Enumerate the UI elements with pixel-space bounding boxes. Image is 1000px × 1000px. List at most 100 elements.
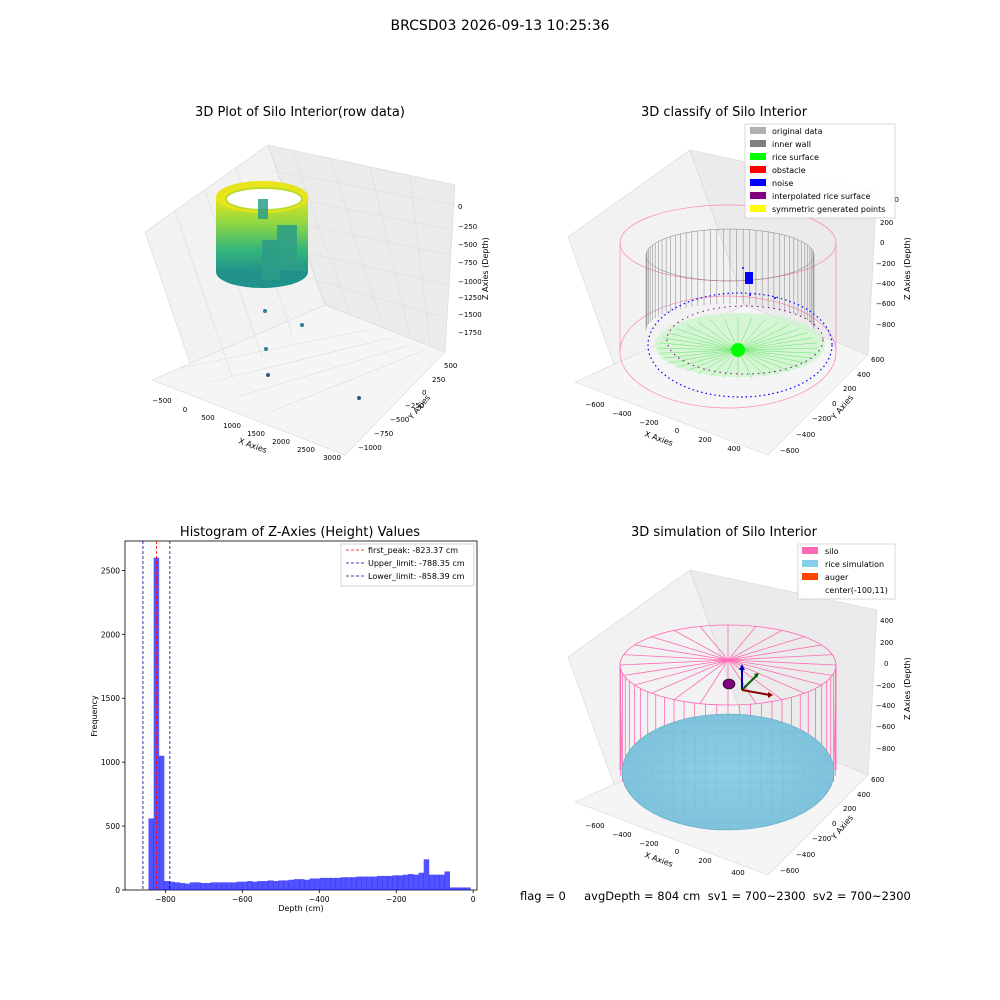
hist-bar — [376, 875, 383, 890]
hist-bar — [164, 881, 170, 890]
svg-text:−600: −600 — [780, 447, 799, 455]
hist-bar — [148, 818, 154, 890]
hist-y-tick-label: 1000 — [101, 758, 120, 767]
classify-interpolated-ring — [666, 305, 824, 375]
hist-bar — [392, 875, 399, 890]
hist-y-ticks: 0 500 1000 1500 2000 2500 — [101, 566, 125, 895]
hist-bar — [231, 882, 238, 890]
svg-text:250: 250 — [432, 376, 445, 384]
hist-title: Histogram of Z-Axies (Height) Values — [180, 525, 420, 540]
svg-text:−200: −200 — [812, 415, 831, 423]
svg-text:0: 0 — [422, 389, 426, 397]
hist-y-tick-label: 1500 — [101, 694, 120, 703]
classify-x-ticks: −600 −400 −200 0 200 400 — [585, 401, 740, 453]
hist-bar — [210, 882, 217, 890]
svg-text:200: 200 — [698, 857, 711, 865]
svg-text:−750: −750 — [458, 259, 477, 267]
svg-text:−1000: −1000 — [358, 444, 382, 452]
hist-bar — [330, 877, 336, 890]
hist-x-tick-label: −800 — [155, 895, 176, 904]
classify-z-label: Z Axies (Depth) — [903, 237, 912, 300]
hist-y-tick-label: 2000 — [101, 630, 120, 639]
hist-x-label: Depth (cm) — [278, 904, 323, 913]
svg-text:0: 0 — [458, 203, 462, 211]
svg-text:500: 500 — [201, 414, 214, 422]
svg-text:500: 500 — [444, 362, 457, 370]
raw-point-cloud — [216, 181, 308, 288]
hist-bar — [314, 878, 321, 890]
svg-text:200: 200 — [880, 639, 893, 647]
classify-legend-swatch — [750, 127, 766, 134]
classify-legend-swatch — [750, 192, 766, 199]
classify-legend: original data inner wall rice surface obsta… — [744, 123, 896, 219]
classify-inner-wall — [645, 228, 815, 330]
hist-bar — [465, 887, 471, 890]
svg-text:−600: −600 — [876, 723, 895, 731]
svg-text:0: 0 — [884, 660, 888, 668]
hist-bar — [428, 874, 435, 890]
svg-text:400: 400 — [880, 617, 893, 625]
hist-bar — [434, 874, 440, 890]
sim-z-ticks: 400 200 0 −200 −400 −600 −800 — [876, 617, 895, 753]
svg-text:0: 0 — [675, 848, 679, 856]
figure-suptitle: BRCSD03 2026-09-13 10:25:36 — [390, 18, 610, 34]
sim-x-ticks: −600 −400 −200 0 200 400 — [585, 822, 744, 877]
hist-bar — [174, 882, 180, 890]
classify-legend-swatch — [750, 179, 766, 186]
svg-text:1500: 1500 — [247, 430, 265, 438]
panel-classify-3d: 3D classify of Silo Interior −600 −400 −… — [567, 105, 912, 456]
svg-text:−600: −600 — [876, 300, 895, 308]
hist-bar — [366, 876, 373, 890]
hist-y-tick-label: 2500 — [101, 566, 120, 575]
svg-text:1000: 1000 — [223, 422, 241, 430]
classify-legend-swatch — [750, 153, 766, 160]
svg-text:−600: −600 — [585, 822, 604, 830]
hist-y-label: Frequency — [90, 695, 99, 737]
hist-bar — [356, 876, 362, 890]
svg-text:−400: −400 — [876, 280, 895, 288]
hist-x-tick-label: −600 — [232, 895, 253, 904]
svg-text:−1750: −1750 — [458, 329, 482, 337]
svg-text:2000: 2000 — [272, 438, 290, 446]
sim-legend-label: center(-100,11) — [825, 586, 888, 595]
hist-x-tick-label: −200 — [386, 895, 407, 904]
classify-legend-label: interpolated rice surface — [772, 192, 870, 201]
hist-bar — [454, 887, 461, 890]
hist-bar — [351, 877, 357, 890]
hist-bar — [158, 755, 165, 890]
hist-bar — [257, 881, 264, 890]
svg-text:−400: −400 — [796, 431, 815, 439]
hist-bar — [184, 883, 191, 890]
classify-rice-center — [731, 343, 745, 357]
svg-text:−200: −200 — [876, 260, 895, 268]
hist-legend-label: Lower_limit: -858.39 cm — [368, 572, 465, 581]
hist-bar — [226, 882, 232, 890]
hist-bar — [325, 877, 331, 890]
svg-text:−400: −400 — [612, 410, 631, 418]
svg-text:0: 0 — [832, 820, 836, 828]
sim-legend-swatch — [802, 547, 818, 554]
hist-bar — [283, 880, 289, 890]
hist-bar — [236, 881, 243, 890]
hist-bar — [418, 872, 425, 890]
svg-text:−800: −800 — [876, 745, 895, 753]
svg-text:−200: −200 — [876, 682, 895, 690]
hist-bar — [262, 881, 269, 890]
hist-legend: first_peak: -823.37 cm Upper_limit: -788.… — [340, 543, 475, 587]
svg-text:−1000: −1000 — [458, 278, 482, 286]
hist-bar — [340, 877, 347, 890]
svg-text:0: 0 — [675, 427, 679, 435]
hist-bar — [387, 875, 393, 890]
hist-bar — [221, 882, 227, 890]
hist-bar — [460, 887, 466, 890]
svg-text:3000: 3000 — [323, 454, 341, 462]
status-footer: flag = 0 avgDepth = 804 cm sv1 = 700~230… — [520, 889, 911, 903]
svg-text:600: 600 — [871, 776, 884, 784]
hist-x-tick-label: −400 — [309, 895, 330, 904]
hist-legend-label: first_peak: -823.37 cm — [368, 546, 458, 555]
raw-x-ticks: −500 0 500 1000 1500 2000 2500 3000 — [152, 397, 341, 462]
svg-text:400: 400 — [727, 445, 740, 453]
classify-legend-label: symmetric generated points — [772, 205, 885, 214]
classify-noise-cluster — [742, 267, 776, 299]
hist-bar — [293, 879, 300, 890]
